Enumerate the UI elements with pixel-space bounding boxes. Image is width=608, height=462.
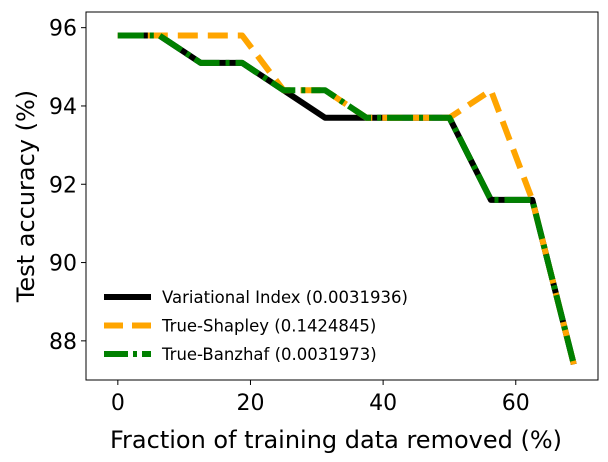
y-tick-label-0: 88 (49, 330, 77, 355)
x-tick-label-0: 0 (111, 391, 125, 416)
series-line-2 (117, 32, 577, 366)
legend-label-0: Variational Index (0.0031936) (162, 288, 408, 307)
series-layer (117, 32, 577, 366)
y-tick-label-2: 92 (49, 173, 77, 198)
y-tick-label-4: 96 (49, 17, 77, 42)
y-tick-label-1: 90 (49, 252, 77, 277)
series-line-1 (117, 32, 577, 366)
plot-area (86, 12, 598, 380)
x-axis-title: Fraction of training data removed (%) (110, 426, 562, 454)
legend: Variational Index (0.0031936) True-Shaple… (104, 288, 408, 364)
x-tick-label-2: 40 (369, 391, 397, 416)
legend-label-2: True-Banzhaf (0.0031973) (161, 345, 377, 364)
ticks-layer: 0 20 40 60 88 90 92 94 96 (49, 17, 530, 416)
y-axis-title: Test accuracy (%) (12, 90, 40, 303)
x-tick-label-1: 20 (236, 391, 264, 416)
x-tick-label-3: 60 (502, 391, 530, 416)
y-tick-label-3: 94 (49, 95, 77, 120)
plot-frame (85, 11, 599, 381)
legend-label-1: True-Shapley (0.1424845) (161, 317, 376, 336)
